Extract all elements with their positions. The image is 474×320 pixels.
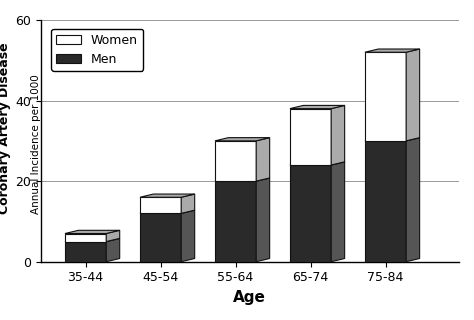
Polygon shape xyxy=(331,162,345,262)
Bar xyxy=(290,165,331,262)
Polygon shape xyxy=(256,138,270,181)
Polygon shape xyxy=(365,138,419,141)
Bar xyxy=(215,141,256,181)
Polygon shape xyxy=(140,210,195,213)
Polygon shape xyxy=(215,138,270,141)
Polygon shape xyxy=(290,105,345,108)
Polygon shape xyxy=(181,194,195,213)
Polygon shape xyxy=(406,138,419,262)
Bar xyxy=(140,213,181,262)
X-axis label: Age: Age xyxy=(233,290,266,305)
Text: Annual Incidence per 1000: Annual Incidence per 1000 xyxy=(30,74,41,214)
Bar xyxy=(365,141,406,262)
Polygon shape xyxy=(106,230,120,242)
Bar xyxy=(65,234,106,242)
Polygon shape xyxy=(290,162,345,165)
Polygon shape xyxy=(215,178,270,181)
Polygon shape xyxy=(140,194,195,197)
Bar xyxy=(215,181,256,262)
Polygon shape xyxy=(106,238,120,262)
Polygon shape xyxy=(256,178,270,262)
Bar xyxy=(140,197,181,213)
Polygon shape xyxy=(65,238,120,242)
Bar xyxy=(65,242,106,262)
Text: Coronary Artery Disease: Coronary Artery Disease xyxy=(0,42,11,214)
Polygon shape xyxy=(65,230,120,234)
Legend: Women, Men: Women, Men xyxy=(51,29,143,71)
Polygon shape xyxy=(331,105,345,165)
Bar xyxy=(365,52,406,141)
Polygon shape xyxy=(365,49,419,52)
Polygon shape xyxy=(406,49,419,141)
Bar xyxy=(290,108,331,165)
Polygon shape xyxy=(181,210,195,262)
